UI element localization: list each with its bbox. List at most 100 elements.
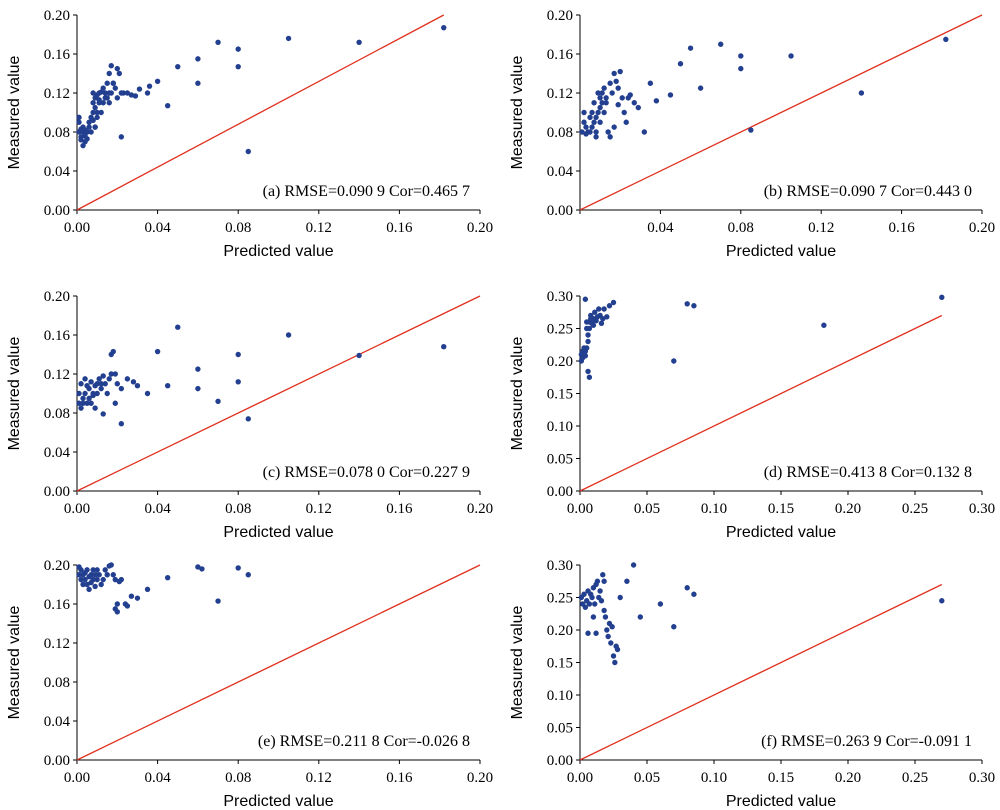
data-point [609, 624, 615, 630]
data-point [84, 129, 90, 135]
data-point [585, 332, 591, 338]
data-point [245, 572, 251, 578]
data-point [84, 567, 90, 573]
data-point [601, 607, 607, 614]
y-tick-label: 0.08 [44, 675, 70, 691]
data-point [116, 70, 123, 77]
data-point [597, 119, 603, 125]
data-point [621, 109, 627, 116]
x-axis-title: Predicted value [223, 243, 333, 260]
scatter-panel-1: 0.00 0.04 0.08 0.12 0.16 0.20 0.00 0.04 0.08 0.12… [6, 8, 493, 260]
data-point [939, 294, 945, 300]
data-point [94, 576, 100, 583]
data-point [78, 567, 84, 573]
data-point [120, 90, 127, 96]
data-point [86, 586, 92, 593]
data-point [78, 576, 84, 583]
y-tick-label: 0.00 [44, 203, 70, 219]
data-point [657, 601, 664, 607]
y-tick-label: 0.05 [547, 452, 573, 468]
data-point [104, 572, 110, 578]
data-point [100, 411, 106, 417]
data-point [122, 601, 129, 607]
x-tick-label: 0.12 [306, 501, 332, 517]
data-point [78, 137, 84, 143]
data-point [114, 65, 121, 72]
data-point [130, 379, 137, 385]
y-tick-label: 0.20 [547, 354, 573, 370]
x-tick-label: 0.16 [386, 501, 413, 517]
data-point [175, 63, 181, 70]
x-axis-title: Predicted value [726, 524, 836, 541]
x-tick-label: 0.30 [969, 501, 995, 517]
x-tick-label: 0.20 [835, 770, 861, 786]
data-point [76, 119, 82, 125]
data-point [104, 95, 110, 101]
data-point [100, 373, 106, 379]
data-point [96, 97, 102, 103]
data-point [738, 65, 744, 72]
data-point [604, 314, 610, 320]
y-tick-label: 0.04 [44, 714, 71, 730]
data-point [88, 400, 94, 406]
metrics-annotation: (a) RMSE=0.090 9 Cor=0.465 7 [263, 183, 470, 200]
data-point [671, 624, 677, 630]
data-point [285, 332, 292, 338]
x-tick-label: 0.04 [144, 770, 171, 786]
data-point [114, 381, 121, 387]
data-point [611, 70, 617, 77]
reference-line [76, 564, 481, 761]
data-point [108, 562, 114, 568]
data-point [235, 46, 241, 52]
y-tick-label: 0.15 [547, 387, 573, 403]
data-point [114, 601, 121, 607]
data-point [738, 53, 744, 59]
data-point [603, 95, 609, 101]
data-point [586, 325, 593, 332]
data-point [118, 385, 125, 392]
data-point [195, 564, 201, 570]
data-point [585, 368, 591, 375]
data-point [684, 301, 690, 307]
y-tick-label: 0.04 [44, 445, 71, 461]
y-tick-label: 0.20 [547, 623, 573, 639]
data-point [80, 142, 86, 149]
data-point [285, 35, 292, 42]
y-tick-label: 0.00 [547, 484, 573, 500]
data-point [100, 85, 106, 91]
data-point [78, 405, 84, 411]
data-point [631, 100, 637, 106]
data-point [92, 583, 98, 590]
reference-line [579, 14, 983, 211]
data-point [939, 598, 945, 604]
x-tick-label: 0.20 [835, 501, 861, 517]
y-tick-label: 0.20 [44, 289, 70, 305]
x-axis-title: Predicted value [726, 793, 836, 810]
data-point [235, 63, 241, 70]
data-point [592, 601, 598, 607]
x-tick-label: 0.04 [144, 220, 171, 236]
data-point [245, 148, 251, 155]
y-tick-label: 0.00 [547, 203, 573, 219]
x-tick-label: 0.20 [467, 220, 493, 236]
data-point [154, 348, 161, 355]
data-point [195, 80, 201, 86]
data-point [86, 119, 92, 125]
data-point [599, 100, 605, 106]
data-point [245, 416, 251, 422]
x-tick-label: 0.00 [567, 770, 593, 786]
y-tick-label: 0.08 [44, 406, 70, 422]
data-point [215, 39, 221, 45]
data-point [88, 379, 94, 385]
data-point [624, 578, 630, 584]
data-point [584, 345, 590, 351]
data-point [579, 129, 585, 135]
y-tick-label: 0.00 [547, 753, 573, 769]
data-point [595, 90, 601, 96]
data-point [106, 70, 112, 77]
data-point [600, 572, 606, 578]
data-point [102, 567, 108, 573]
metrics-annotation: (f) RMSE=0.263 9 Cor=-0.091 1 [761, 733, 972, 750]
y-tick-label: 0.20 [44, 8, 70, 24]
